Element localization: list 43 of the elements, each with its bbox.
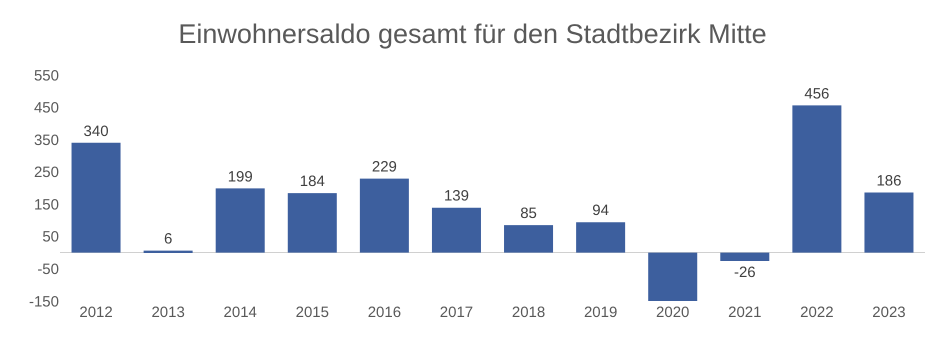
x-tick-label: 2021 <box>728 304 762 321</box>
y-tick-label: 50 <box>42 228 59 246</box>
y-tick-label: -150 <box>28 293 59 310</box>
x-tick-label: 2015 <box>296 304 329 321</box>
x-tick-label: 2018 <box>512 304 546 321</box>
x-tick-label: 2016 <box>368 304 402 321</box>
bar <box>288 193 337 253</box>
y-tick-label: 350 <box>34 132 59 149</box>
data-label: 6 <box>164 230 172 248</box>
y-tick-label: 150 <box>34 196 59 214</box>
data-label: -26 <box>734 264 756 281</box>
data-label: 94 <box>592 202 609 220</box>
bar <box>72 142 121 253</box>
chart-title: Einwohnersaldo gesamt für den Stadtbezirk Mitte <box>178 18 767 49</box>
y-tick-label: 450 <box>34 100 59 117</box>
x-tick-label: 2022 <box>800 304 834 321</box>
y-tick-label: 550 <box>34 67 59 84</box>
data-label: 85 <box>520 205 537 222</box>
bar <box>216 188 265 253</box>
data-label: 184 <box>300 173 325 190</box>
bar <box>792 105 842 253</box>
y-tick-label: 250 <box>34 164 59 182</box>
x-tick-label: 2014 <box>224 304 257 321</box>
x-tick-label: 2017 <box>440 304 474 321</box>
data-label: 456 <box>804 85 830 102</box>
bar <box>360 178 409 253</box>
x-tick-label: 2019 <box>584 304 618 321</box>
bar <box>432 208 481 253</box>
bar <box>864 192 914 253</box>
data-label: 229 <box>372 158 397 176</box>
bar <box>504 225 554 253</box>
bar <box>576 222 626 253</box>
x-tick-label: 2023 <box>872 304 906 321</box>
data-label: 340 <box>84 122 109 140</box>
x-tick-label: 2012 <box>79 304 113 321</box>
y-tick-label: -50 <box>37 260 59 278</box>
data-label: 199 <box>228 168 253 186</box>
x-tick-label: 2013 <box>151 304 185 321</box>
data-label: 186 <box>876 172 902 190</box>
x-tick-label: 2020 <box>656 304 690 321</box>
data-label: 139 <box>444 188 469 205</box>
bar <box>720 252 770 261</box>
bar <box>648 252 698 301</box>
